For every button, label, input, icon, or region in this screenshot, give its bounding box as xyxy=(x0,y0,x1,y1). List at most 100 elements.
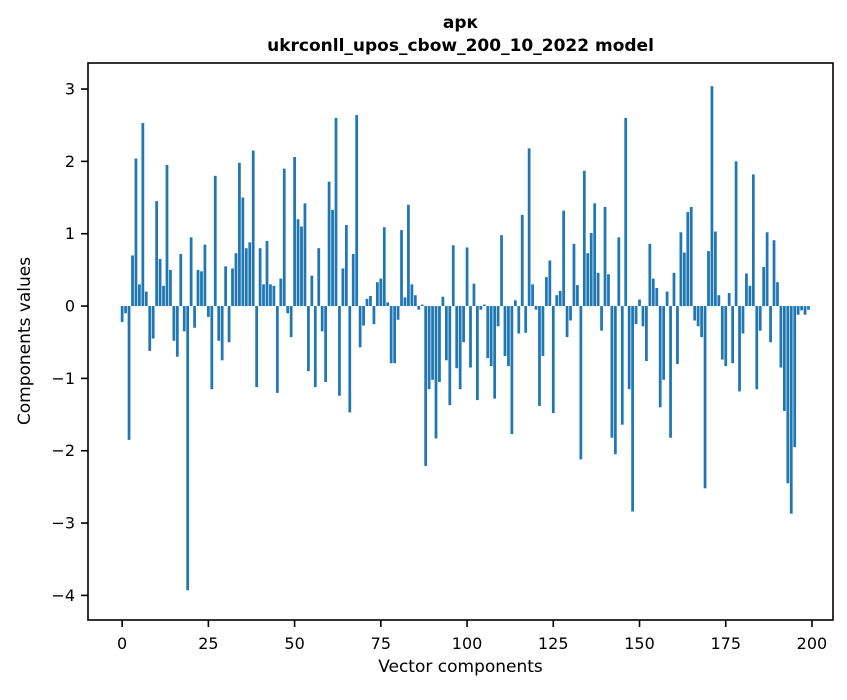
bar xyxy=(700,306,703,338)
x-tick-label: 75 xyxy=(371,634,391,653)
bar xyxy=(389,306,393,364)
bar xyxy=(755,306,759,390)
y-tick-label: 1 xyxy=(65,224,75,243)
bar xyxy=(513,300,517,307)
bar xyxy=(734,161,738,307)
bar xyxy=(441,296,445,307)
bar xyxy=(165,165,169,307)
bar xyxy=(344,225,348,307)
bar xyxy=(703,306,707,489)
bar xyxy=(496,306,500,327)
bar xyxy=(324,306,328,382)
bar xyxy=(396,306,400,320)
bar xyxy=(803,306,807,315)
y-tick-label: 0 xyxy=(65,297,75,316)
bar xyxy=(493,306,497,399)
x-tick-label: 125 xyxy=(538,634,569,653)
bar xyxy=(741,306,745,334)
bar xyxy=(279,278,283,307)
bar xyxy=(796,306,800,315)
bar xyxy=(693,306,697,321)
bar xyxy=(200,271,203,307)
x-tick-label: 175 xyxy=(710,634,741,653)
bar xyxy=(641,306,645,327)
bar xyxy=(469,306,472,368)
bar xyxy=(120,306,124,322)
bar xyxy=(293,157,296,307)
bar xyxy=(462,306,465,343)
bar xyxy=(334,117,338,307)
bar xyxy=(262,284,265,307)
bar xyxy=(420,304,424,307)
bar xyxy=(613,306,617,455)
bar xyxy=(596,272,600,307)
bar xyxy=(244,248,248,307)
bar xyxy=(510,306,514,435)
bar xyxy=(707,251,710,307)
y-tick-label: 2 xyxy=(65,152,75,171)
bar xyxy=(665,291,669,307)
bar xyxy=(589,232,593,307)
x-tick-label: 50 xyxy=(284,634,304,653)
bar xyxy=(272,285,276,307)
bar xyxy=(386,302,390,307)
bar xyxy=(438,306,441,382)
bar xyxy=(193,306,196,328)
bar xyxy=(772,240,776,307)
bar xyxy=(182,306,186,332)
bar xyxy=(372,306,376,325)
bar xyxy=(655,287,659,307)
bar xyxy=(714,231,717,307)
bar xyxy=(238,162,241,307)
bar xyxy=(758,306,762,331)
bar xyxy=(620,306,624,425)
bar xyxy=(786,306,790,484)
bar xyxy=(631,306,634,512)
y-tick-label: −4 xyxy=(51,586,75,605)
bar xyxy=(489,306,493,367)
bar xyxy=(472,283,476,307)
bar xyxy=(517,306,521,334)
bar xyxy=(369,295,372,307)
bar xyxy=(562,210,566,307)
bar xyxy=(144,291,148,307)
bar xyxy=(479,306,483,310)
bar xyxy=(662,306,666,380)
bar xyxy=(227,306,231,343)
bar xyxy=(127,306,131,440)
bar xyxy=(617,237,621,307)
bar xyxy=(710,86,714,307)
bar xyxy=(634,306,638,325)
bar xyxy=(379,278,383,307)
bar xyxy=(348,306,352,413)
y-axis-label: Components values xyxy=(15,257,35,425)
bar xyxy=(751,174,755,307)
bar xyxy=(624,117,628,307)
bar xyxy=(727,293,731,307)
bar xyxy=(393,306,396,364)
bar xyxy=(524,306,528,333)
bar xyxy=(717,295,721,307)
bar xyxy=(607,274,610,307)
bar xyxy=(731,306,735,364)
chart-title: арк xyxy=(443,13,479,33)
bar xyxy=(158,259,162,307)
x-tick-label: 150 xyxy=(624,634,655,653)
bar xyxy=(565,306,569,338)
bar xyxy=(141,123,145,307)
bar xyxy=(762,266,766,307)
bar xyxy=(538,306,541,406)
bar xyxy=(444,306,448,361)
bar xyxy=(189,237,193,307)
bar xyxy=(669,306,672,438)
x-tick-label: 100 xyxy=(452,634,483,653)
bar xyxy=(676,306,679,364)
bar xyxy=(807,306,810,310)
x-tick-label: 200 xyxy=(797,634,828,653)
bar xyxy=(579,306,583,460)
bar xyxy=(155,201,159,307)
bar xyxy=(541,306,545,356)
bar xyxy=(686,212,690,307)
plot-spines xyxy=(87,62,834,621)
